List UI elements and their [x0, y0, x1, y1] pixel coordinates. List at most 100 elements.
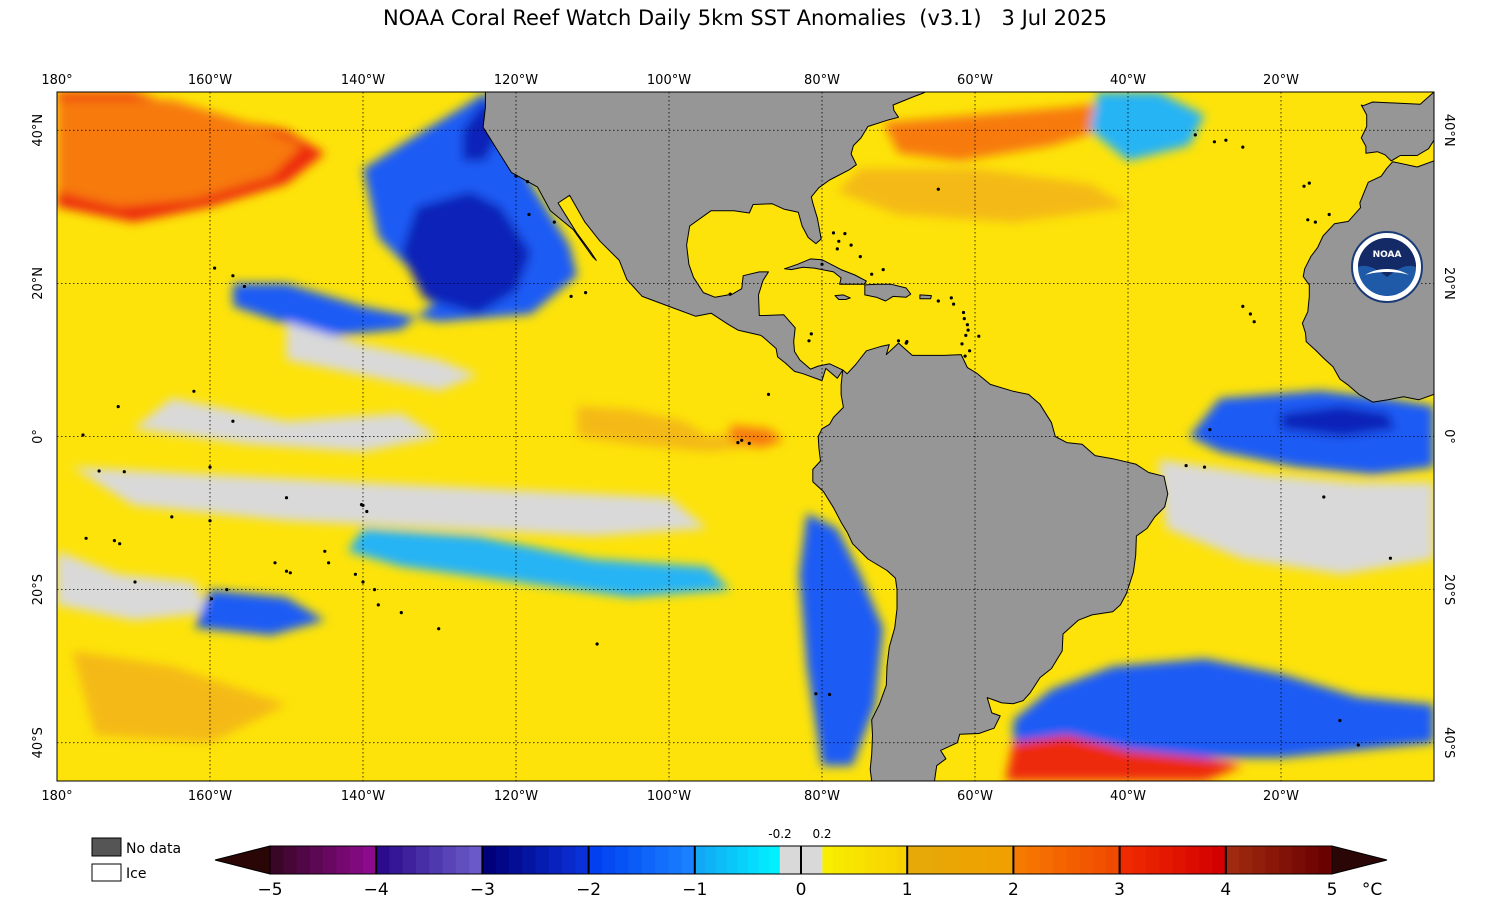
- colorbar-cell: [1305, 846, 1320, 874]
- colorbar-cell: [628, 846, 643, 874]
- colorbar-tick-label: −1: [682, 880, 707, 900]
- colorbar-cell: [864, 846, 876, 874]
- land-jamaica: [834, 294, 851, 300]
- colorbar-cells: [270, 846, 1333, 874]
- island-marker: [828, 692, 832, 697]
- lon-tick-label-bottom: 140°W: [341, 789, 385, 804]
- island-marker: [963, 354, 967, 358]
- colorbar-cell: [429, 846, 444, 874]
- land-south-america: [812, 342, 1169, 781]
- colorbar-cell: [442, 846, 457, 874]
- map-area: [57, 92, 1434, 781]
- lon-tick-label-top: 160°W: [188, 73, 232, 88]
- island-marker: [962, 317, 966, 321]
- colorbar-dividers: [375, 846, 1227, 874]
- island-marker: [242, 284, 246, 289]
- island-marker: [1327, 212, 1331, 217]
- noaa-logo: NOAA: [1351, 231, 1423, 303]
- island-marker: [437, 627, 441, 631]
- colorbar-cell: [1053, 846, 1068, 874]
- island-marker: [881, 268, 885, 272]
- island-marker: [977, 334, 981, 338]
- colorbar-cell: [885, 846, 898, 874]
- anomaly-region: [72, 467, 708, 536]
- no-data-swatch: [91, 837, 122, 857]
- island-marker: [569, 294, 573, 298]
- island-marker: [740, 438, 744, 442]
- colorbar-cell: [1265, 846, 1280, 874]
- colorbar-tick-label: −5: [257, 880, 282, 900]
- island-marker: [809, 332, 813, 336]
- colorbar-cell: [270, 846, 284, 874]
- colorbar-cell: [875, 846, 887, 874]
- island-marker: [1307, 181, 1311, 185]
- anomaly-region: [1158, 459, 1434, 575]
- colorbar-tick-label: 1: [902, 880, 913, 900]
- land-cuba: [784, 258, 867, 285]
- island-marker: [118, 542, 122, 546]
- colorbar-cell: [1252, 846, 1267, 874]
- island-marker: [896, 339, 901, 343]
- colorbar-cell: [1212, 846, 1227, 874]
- island-marker: [97, 469, 101, 473]
- island-marker: [399, 611, 403, 615]
- anomaly-region: [347, 528, 731, 598]
- colorbar-cell: [1132, 846, 1147, 874]
- island-marker: [595, 642, 599, 646]
- chart-title: NOAA Coral Reef Watch Daily 5km SST Anom…: [382, 6, 1108, 30]
- colorbar-tick-label: −4: [364, 880, 389, 900]
- island-marker: [1241, 145, 1245, 149]
- colorbar-cell: [1292, 846, 1307, 874]
- colorbar-cell: [1026, 846, 1041, 874]
- colorbar-cell: [1066, 846, 1081, 874]
- colorbar-cell: [1172, 846, 1187, 874]
- colorbar-cell: [508, 846, 523, 874]
- island-marker: [208, 465, 212, 469]
- island-marker: [209, 597, 214, 601]
- island-marker: [831, 231, 836, 235]
- colorbar-label-pos-small: 0.2: [812, 827, 831, 841]
- colorbar-cell: [296, 846, 311, 874]
- lat-tick-label-left: 20°S: [31, 574, 46, 605]
- island-marker: [525, 180, 530, 184]
- island-marker: [323, 549, 327, 553]
- island-marker: [273, 561, 277, 565]
- colorbar-cell: [349, 846, 364, 874]
- island-marker: [552, 220, 556, 224]
- island-marker: [1313, 220, 1317, 224]
- island-marker: [584, 291, 588, 295]
- colorbar-cell: [575, 846, 590, 874]
- colorbar-cell: [1119, 846, 1134, 874]
- colorbar-cell: [548, 846, 563, 874]
- island-marker: [1322, 495, 1326, 499]
- lat-tick-label-left: 0°: [31, 429, 46, 444]
- colorbar-cell: [854, 846, 866, 874]
- colorbar-cell: [960, 846, 975, 874]
- island-marker: [835, 247, 839, 251]
- colorbar-cell: [562, 846, 576, 874]
- colorbar-cell: [737, 846, 749, 874]
- island-marker: [766, 392, 771, 396]
- land-north-america: [482, 92, 926, 382]
- island-marker: [122, 470, 126, 474]
- colorbar-cell: [376, 846, 391, 874]
- colorbar-cell: [1039, 846, 1054, 874]
- colorbar-cell: [843, 846, 855, 874]
- island-marker: [1224, 138, 1228, 142]
- island-marker: [966, 328, 970, 332]
- anomaly-region: [1005, 735, 1243, 781]
- legend: No data Ice: [91, 837, 181, 882]
- island-marker: [231, 274, 235, 278]
- colorbar-cell: [907, 846, 922, 874]
- colorbar-cell: [1106, 846, 1121, 874]
- island-marker: [1248, 312, 1252, 316]
- island-marker: [84, 536, 88, 540]
- lon-tick-label-top: 60°W: [957, 73, 993, 88]
- island-marker: [133, 580, 137, 584]
- island-marker: [1338, 718, 1342, 723]
- colorbar-cell: [933, 846, 948, 874]
- lon-tick-label-top: 20°W: [1263, 73, 1299, 88]
- colorbar-cell: [747, 846, 760, 874]
- islands: [81, 133, 1392, 747]
- anomaly-region: [286, 321, 478, 391]
